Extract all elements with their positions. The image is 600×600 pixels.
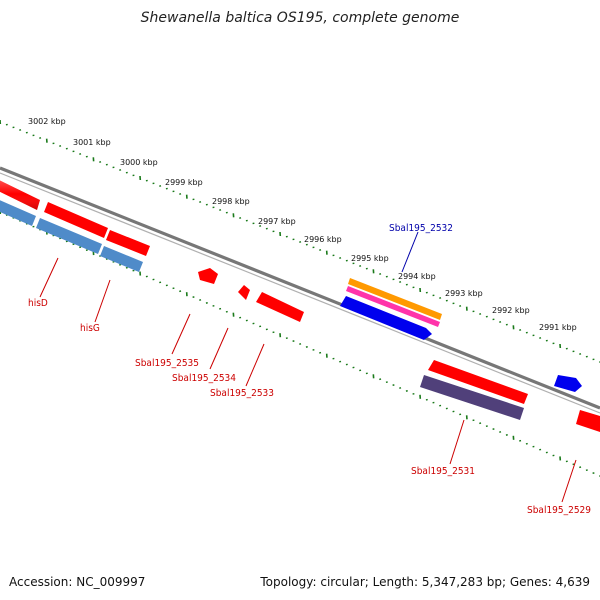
accession-text: Accession: NC_009997 <box>9 575 146 589</box>
gene-label-hisG: hisG <box>80 323 100 334</box>
gene-feature[interactable] <box>428 360 528 404</box>
kbp-tick-labels: 3002 kbp 3001 kbp 3000 kbp 2999 kbp 2998… <box>28 117 577 332</box>
kbp-label: 2999 kbp <box>165 178 203 187</box>
kbp-label: 2995 kbp <box>351 254 389 263</box>
outer-dotted-ruler <box>0 119 600 363</box>
gene-feature-blue[interactable] <box>340 296 432 340</box>
kbp-label: 2992 kbp <box>492 306 530 315</box>
gene-label-sbal195-2531: Sbal195_2531 <box>411 466 475 477</box>
gene-feature[interactable] <box>100 246 143 272</box>
gene-sbal195-2534[interactable] <box>238 285 250 300</box>
kbp-label: 3000 kbp <box>120 158 158 167</box>
kbp-label: 2998 kbp <box>212 197 250 206</box>
kbp-label: 2993 kbp <box>445 289 483 298</box>
gene-sbal195-2532[interactable] <box>348 278 442 320</box>
inner-dotted-ruler <box>0 209 600 477</box>
gene-sbal195-2533[interactable] <box>256 292 304 322</box>
kbp-label: 3001 kbp <box>73 138 111 147</box>
gene-label-hisD: hisD <box>28 298 48 309</box>
label-leader-lines <box>39 231 577 503</box>
kbp-label: 3002 kbp <box>28 117 66 126</box>
gene-label-sbal195-2529: Sbal195_2529 <box>527 505 591 516</box>
gene-label-sbal195-2532: Sbal195_2532 <box>389 223 453 234</box>
gene-hisD[interactable] <box>0 178 40 210</box>
gene-feature[interactable] <box>44 202 108 238</box>
genome-backbone <box>0 166 600 414</box>
gene-feature[interactable] <box>36 218 102 254</box>
genome-summary-text: Topology: circular; Length: 5,347,283 bp… <box>260 575 590 589</box>
gene-label-sbal195-2534: Sbal195_2534 <box>172 373 236 384</box>
kbp-label: 2991 kbp <box>539 323 577 332</box>
kbp-label: 2996 kbp <box>304 235 342 244</box>
gene-sbal195-2535[interactable] <box>198 268 218 284</box>
gene-feature-blue[interactable] <box>554 375 582 392</box>
gene-sbal195-2529[interactable] <box>576 410 600 432</box>
gene-feature[interactable] <box>106 230 150 256</box>
gene-feature-magenta[interactable] <box>346 286 440 327</box>
map-title: Shewanella baltica OS195, complete genom… <box>140 10 460 26</box>
gene-label-sbal195-2533: Sbal195_2533 <box>210 388 274 399</box>
backbone-line <box>0 166 600 410</box>
gene-sbal195-2531[interactable] <box>420 375 524 420</box>
gene-hisG[interactable] <box>0 198 36 226</box>
kbp-label: 2994 kbp <box>398 272 436 281</box>
gene-features <box>0 178 600 432</box>
gene-labels: hisD hisG Sbal195_2535 Sbal195_2534 Sbal… <box>28 223 591 516</box>
gene-label-sbal195-2535: Sbal195_2535 <box>135 358 199 369</box>
kbp-label: 2997 kbp <box>258 217 296 226</box>
backbone-highlight <box>0 172 600 414</box>
